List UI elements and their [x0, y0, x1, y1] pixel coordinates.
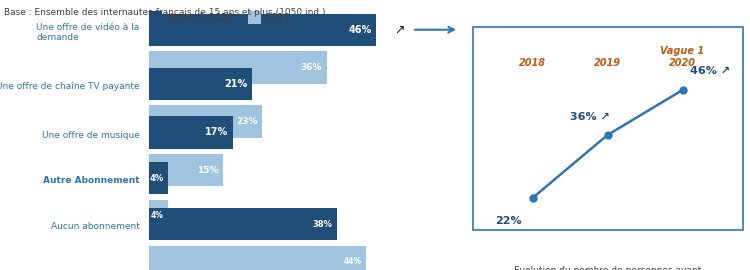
- FancyBboxPatch shape: [148, 116, 232, 148]
- Text: 46%: 46%: [349, 25, 372, 35]
- Text: 4%: 4%: [149, 174, 164, 183]
- Text: 44%: 44%: [344, 257, 362, 266]
- Text: Autre Abonnement: Autre Abonnement: [43, 176, 140, 185]
- Text: ↗: ↗: [394, 23, 405, 36]
- FancyBboxPatch shape: [148, 14, 376, 46]
- Text: Aucun abonnement: Aucun abonnement: [51, 222, 140, 231]
- FancyBboxPatch shape: [148, 208, 337, 240]
- Text: Base : Ensemble des internautes français de 15 ans et plus (1050 ind.): Base : Ensemble des internautes français…: [4, 8, 326, 17]
- FancyBboxPatch shape: [148, 105, 262, 138]
- Text: Une offre de musique: Une offre de musique: [42, 130, 140, 140]
- Text: Vague 1
2020: Vague 1 2020: [661, 46, 704, 68]
- Text: 4%: 4%: [151, 211, 164, 221]
- FancyBboxPatch shape: [148, 246, 366, 270]
- Text: Vague 1 2020: Vague 1 2020: [166, 12, 234, 23]
- Text: 2018: 2018: [519, 58, 546, 68]
- FancyBboxPatch shape: [148, 51, 327, 84]
- Text: 17%: 17%: [205, 127, 228, 137]
- Text: 2019: 2019: [594, 58, 621, 68]
- FancyBboxPatch shape: [148, 200, 168, 232]
- FancyBboxPatch shape: [148, 162, 168, 194]
- FancyBboxPatch shape: [248, 11, 261, 24]
- Text: 38%: 38%: [312, 220, 332, 229]
- Text: 15%: 15%: [196, 166, 218, 175]
- Text: Une offre de chaîne TV payante: Une offre de chaîne TV payante: [0, 82, 140, 91]
- Text: 23%: 23%: [236, 117, 258, 126]
- Text: 22%: 22%: [495, 216, 522, 226]
- Text: 46% ↗: 46% ↗: [690, 66, 730, 76]
- Text: Une offre de vidéo à la
demande: Une offre de vidéo à la demande: [36, 23, 140, 42]
- Text: 2019: 2019: [266, 12, 290, 23]
- Text: 36%: 36%: [301, 63, 322, 72]
- Text: 21%: 21%: [225, 79, 248, 89]
- Text: Evolution du nombre de personnes ayant
accès à une offre de VàDA: Evolution du nombre de personnes ayant a…: [514, 266, 701, 270]
- FancyBboxPatch shape: [148, 11, 162, 24]
- FancyBboxPatch shape: [148, 68, 253, 100]
- FancyBboxPatch shape: [148, 154, 223, 186]
- Text: 36% ↗: 36% ↗: [570, 112, 610, 122]
